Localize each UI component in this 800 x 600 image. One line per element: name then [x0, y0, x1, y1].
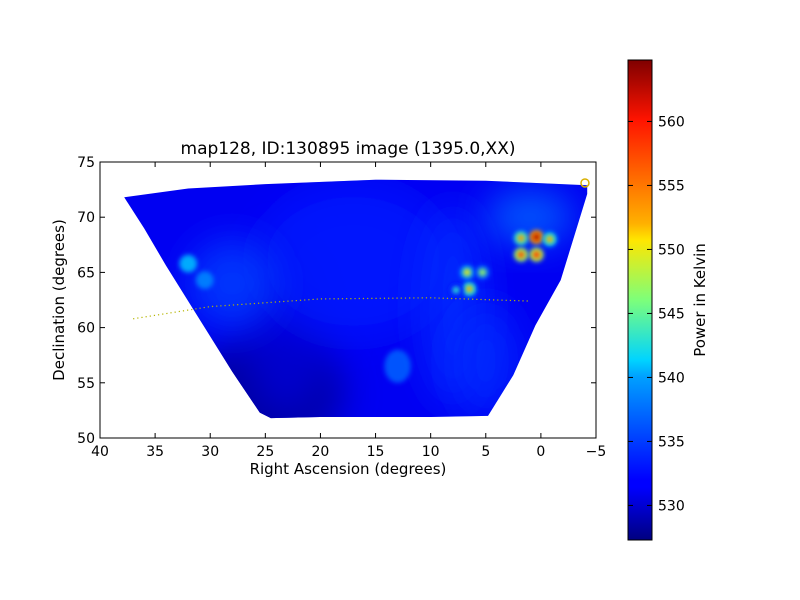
- dotted-track-line: [133, 297, 530, 320]
- x-axis: 40 35 30 25 20 15 10 5 0 −5: [91, 162, 606, 460]
- colorbar-tick-label: 530: [658, 498, 685, 514]
- chart-title: map128, ID:130895 image (1395.0,XX): [181, 139, 516, 159]
- y-tick-label: 70: [77, 210, 95, 226]
- x-tick-label: 15: [367, 444, 385, 460]
- heatmap-region: [188, 239, 277, 328]
- plot-frame: [99, 161, 597, 439]
- colorbar-tick-label: 550: [658, 242, 685, 258]
- x-axis-label: Right Ascension (degrees): [250, 460, 447, 478]
- x-tick-label: 5: [481, 444, 490, 460]
- x-tick-label: 30: [201, 444, 219, 460]
- heatmap-region: [195, 271, 214, 289]
- x-tick-label: 35: [146, 444, 164, 460]
- colorbar-tick-label: 540: [658, 370, 685, 386]
- heatmap-region: [452, 305, 519, 416]
- y-axis: 50 55 60 65 70 75: [77, 155, 596, 447]
- heatmap-region: [179, 254, 197, 273]
- colorbar-tick-label: 555: [658, 178, 685, 194]
- y-tick-label: 55: [77, 376, 95, 392]
- hotspot: [517, 251, 525, 259]
- colorbar-label: Power in Kelvin: [691, 243, 709, 357]
- y-tick-label: 75: [77, 155, 95, 171]
- x-tick-label: 0: [536, 444, 545, 460]
- colorbar-ticks: 530 535 540 545 550 555 560: [628, 114, 685, 514]
- overlay-layer: [133, 178, 590, 320]
- hotspot: [517, 234, 525, 242]
- x-tick-label: 20: [312, 444, 330, 460]
- hotspot: [546, 235, 554, 243]
- y-tick-label: 50: [77, 431, 95, 447]
- heatmap-region: [485, 189, 574, 245]
- x-tick-label: −5: [586, 444, 607, 460]
- hotspot: [532, 251, 541, 259]
- colorbar-gradient: [627, 59, 653, 541]
- x-tick-label: 40: [91, 444, 109, 460]
- colorbar-tick-label: 545: [658, 306, 685, 322]
- hotspot: [463, 268, 471, 276]
- colorbar: 530 535 540 545 550 555 560 Power in Kelvin: [627, 59, 709, 541]
- colorbar-tick-label: 535: [658, 434, 685, 450]
- y-tick-label: 65: [77, 265, 95, 281]
- x-tick-label: 25: [256, 444, 274, 460]
- hotspot: [452, 286, 460, 294]
- y-tick-label: 60: [77, 321, 95, 337]
- hotspot: [465, 285, 473, 293]
- y-axis-label: Declination (degrees): [50, 219, 68, 381]
- hotspot: [478, 268, 487, 276]
- colorbar-tick-label: 560: [658, 114, 685, 130]
- heatmap-region: [384, 349, 411, 383]
- heatmap-layer: [124, 179, 588, 419]
- marker-circle: [580, 178, 590, 188]
- hotspot: [532, 233, 541, 241]
- heatmap-region: [254, 184, 453, 339]
- x-tick-label: 10: [422, 444, 440, 460]
